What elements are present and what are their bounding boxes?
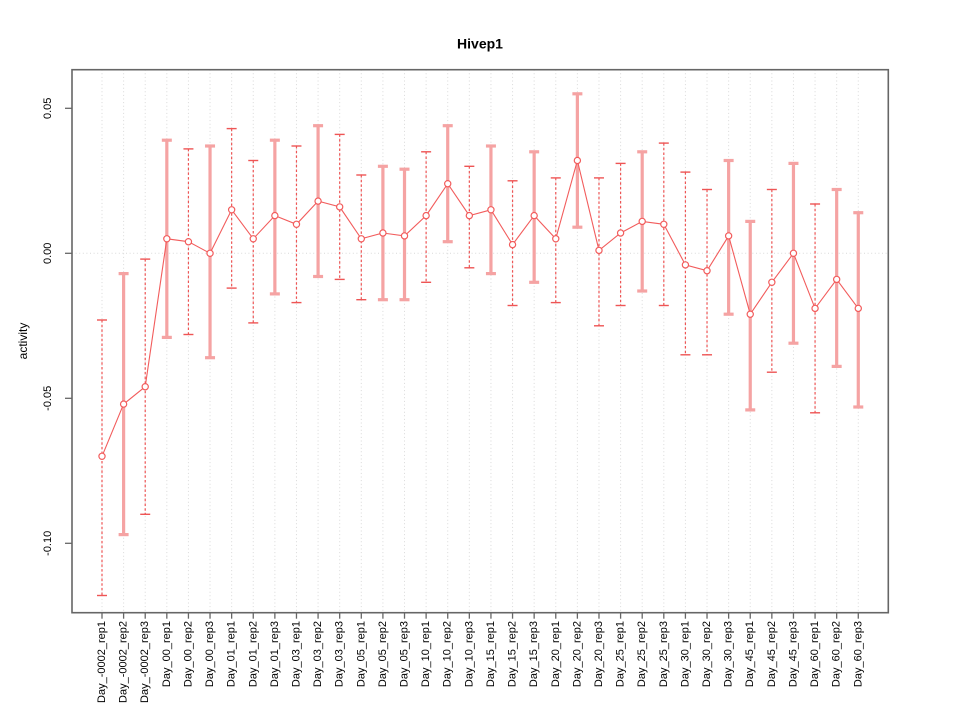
x-tick-label: Day_01_rep3 bbox=[269, 621, 281, 687]
data-point bbox=[552, 235, 560, 243]
x-tick-label: Day_20_rep3 bbox=[593, 621, 605, 687]
data-point bbox=[832, 275, 841, 284]
x-tick-label: Day_30_rep3 bbox=[723, 621, 735, 687]
data-point bbox=[184, 237, 193, 246]
x-tick-label: Day_15_rep2 bbox=[507, 621, 519, 687]
data-point bbox=[487, 206, 495, 214]
x-tick-label: Day_-0002_rep3 bbox=[139, 621, 151, 703]
data-point bbox=[789, 249, 798, 257]
x-tick-label: Day_01_rep2 bbox=[247, 621, 259, 687]
data-point bbox=[595, 246, 603, 255]
x-tick-label: Day_03_rep3 bbox=[334, 621, 346, 687]
x-tick-label: Day_00_rep1 bbox=[161, 621, 173, 687]
x-tick-label: Day_10_rep3 bbox=[463, 621, 475, 687]
data-point bbox=[335, 203, 344, 211]
data-point bbox=[422, 211, 430, 220]
x-tick-label: Day_15_rep3 bbox=[528, 621, 540, 687]
x-tick-label: Day_01_rep1 bbox=[226, 621, 238, 687]
x-tick-label: Day_00_rep2 bbox=[182, 621, 194, 687]
x-tick-label: Day_00_rep3 bbox=[204, 621, 216, 687]
x-tick-label: Day_30_rep1 bbox=[679, 621, 691, 687]
y-axis-label: activity bbox=[16, 323, 30, 360]
data-line bbox=[101, 160, 859, 457]
x-tick-label: Day_25_rep1 bbox=[615, 621, 627, 687]
x-tick-label: Day_45_rep2 bbox=[766, 621, 778, 687]
data-point bbox=[314, 197, 322, 205]
data-point bbox=[681, 261, 690, 269]
data-point bbox=[573, 156, 582, 165]
data-point bbox=[768, 278, 776, 286]
x-tick-label: Day_10_rep2 bbox=[442, 621, 454, 687]
data-point bbox=[379, 229, 387, 237]
x-tick-label: Day_-0002_rep1 bbox=[96, 621, 108, 703]
y-tick-label: -0.05 bbox=[42, 386, 54, 411]
data-point bbox=[249, 235, 257, 243]
x-tick-label: Day_60_rep1 bbox=[809, 621, 821, 687]
x-tick-label: Day_60_rep2 bbox=[831, 621, 843, 687]
data-point bbox=[141, 383, 149, 391]
x-tick-label: Day_25_rep2 bbox=[636, 621, 648, 687]
x-tick-label: Day_30_rep2 bbox=[701, 621, 713, 687]
data-point bbox=[119, 400, 128, 408]
data-point bbox=[638, 217, 646, 226]
data-point bbox=[746, 310, 754, 318]
x-tick-label: Day_-0002_rep2 bbox=[118, 621, 130, 703]
y-tick-label: 0.05 bbox=[42, 98, 54, 119]
data-point bbox=[660, 220, 668, 228]
x-tick-label: Day_05_rep2 bbox=[377, 621, 389, 687]
data-point bbox=[98, 452, 106, 460]
data-point bbox=[854, 304, 862, 313]
x-tick-label: Day_45_rep3 bbox=[787, 621, 799, 687]
x-tick-label: Day_15_rep1 bbox=[485, 621, 497, 687]
x-tick-label: Day_03_rep1 bbox=[290, 621, 302, 687]
x-tick-label: Day_45_rep1 bbox=[744, 621, 756, 687]
data-point bbox=[508, 240, 517, 249]
data-point bbox=[163, 235, 171, 243]
data-point bbox=[724, 232, 733, 240]
data-point bbox=[271, 211, 279, 220]
data-point bbox=[400, 232, 409, 240]
data-point bbox=[206, 249, 214, 257]
data-point bbox=[357, 235, 365, 243]
data-point bbox=[292, 220, 301, 228]
x-tick-label: Day_25_rep3 bbox=[658, 621, 670, 687]
chart-title: Hivep1 bbox=[457, 36, 503, 52]
y-tick-label: -0.10 bbox=[42, 531, 54, 556]
data-point bbox=[227, 206, 236, 214]
data-point bbox=[616, 229, 625, 237]
x-tick-label: Day_20_rep2 bbox=[571, 621, 583, 687]
data-point bbox=[530, 211, 538, 220]
data-point bbox=[444, 179, 452, 188]
y-tick-label: 0.00 bbox=[42, 243, 54, 264]
x-tick-label: Day_20_rep1 bbox=[550, 621, 562, 687]
x-tick-label: Day_10_rep1 bbox=[420, 621, 432, 687]
x-tick-label: Day_03_rep2 bbox=[312, 621, 324, 687]
data-point bbox=[465, 211, 474, 220]
x-tick-label: Day_05_rep1 bbox=[355, 621, 367, 687]
plot-frame bbox=[71, 68, 890, 614]
x-tick-label: Day_60_rep3 bbox=[852, 621, 864, 687]
data-point bbox=[703, 267, 711, 275]
data-point bbox=[811, 304, 819, 313]
x-tick-label: Day_05_rep3 bbox=[399, 621, 411, 687]
